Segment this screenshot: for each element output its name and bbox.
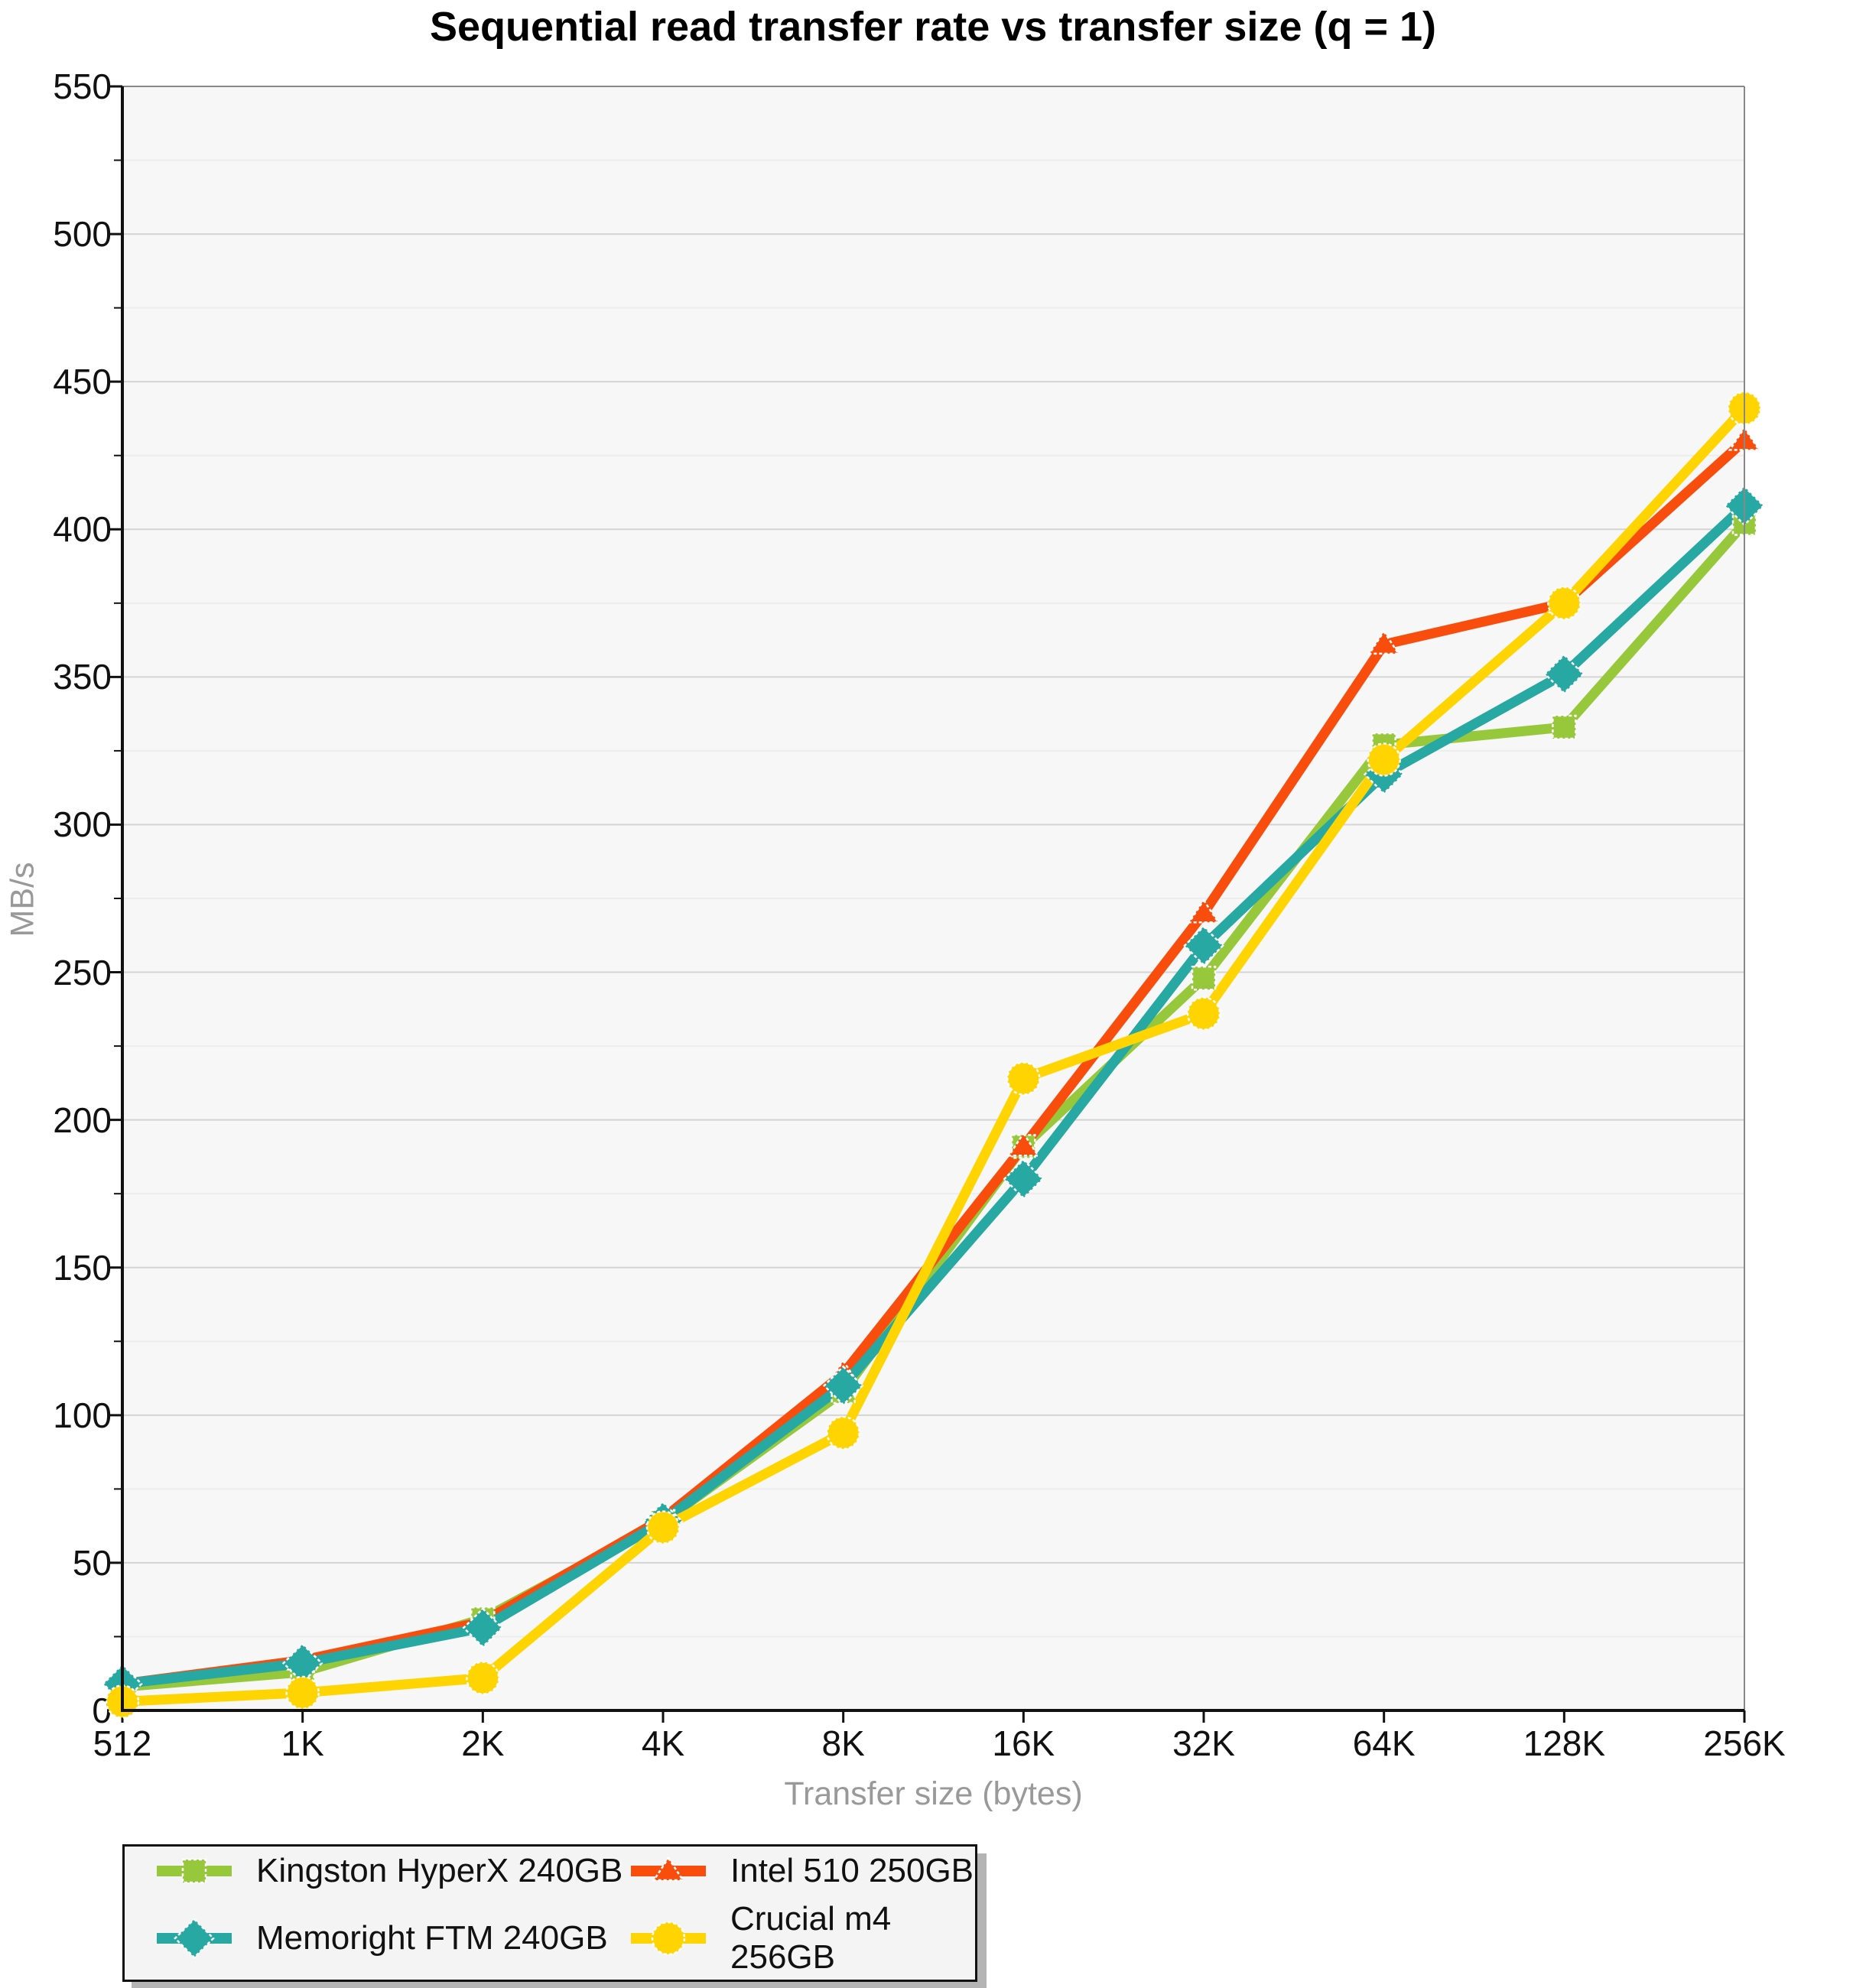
chart-title: Sequential read transfer rate vs transfe… <box>429 4 1436 50</box>
series-line <box>117 403 1750 1707</box>
legend-label: Kingston HyperX 240GB <box>256 1852 623 1889</box>
y-tick-label: 500 <box>53 214 112 255</box>
y-tick-label: 100 <box>53 1395 112 1435</box>
legend-marker-shape <box>651 1921 686 1956</box>
series-marker <box>1186 996 1221 1031</box>
series-marker <box>285 1675 320 1710</box>
series-marker <box>1547 586 1582 621</box>
series-marker <box>1006 1061 1041 1096</box>
series-marker <box>1367 742 1401 777</box>
x-tick-label: 64K <box>1352 1723 1416 1763</box>
series-marker <box>645 1510 681 1545</box>
series-marker <box>1183 925 1224 966</box>
series-marker <box>1191 966 1217 991</box>
legend-marker-triangle-icon <box>631 1856 706 1882</box>
x-axis-label: Transfer size (bytes) <box>784 1775 1083 1812</box>
y-tick-labels: 0 50 100 150 200 250 300 350 400 450 500 550 <box>0 67 112 1730</box>
legend-marker-diamond-icon <box>157 1918 232 1959</box>
x-tick-label: 1K <box>281 1723 324 1763</box>
x-tick-labels: 512 1K 2K 4K 8K 16K 32K 64K 128K 256K <box>93 1722 1786 1768</box>
y-tick-label: 350 <box>53 657 112 697</box>
y-tick-label: 300 <box>53 804 112 845</box>
x-tick-label: 4K <box>641 1723 685 1763</box>
y-tick-label: 250 <box>53 952 112 992</box>
series-marker <box>1552 714 1577 740</box>
legend-item: Kingston HyperX 240GB <box>152 1850 626 1892</box>
legend-item: Intel 510 250GB <box>626 1850 975 1892</box>
y-tick-label: 200 <box>53 1100 112 1140</box>
legend-item: Crucial m4 256GB <box>626 1900 975 1977</box>
legend-marker-shape <box>174 1918 215 1959</box>
series-marker <box>826 1415 860 1450</box>
legend-item: Memoright FTM 240GB <box>152 1917 626 1960</box>
y-tick-label: 400 <box>53 509 112 550</box>
series-marker <box>1187 898 1221 924</box>
x-tick-label: 512 <box>93 1723 152 1763</box>
y-tick-label: 450 <box>53 362 112 402</box>
x-tick-label: 32K <box>1172 1723 1235 1763</box>
x-tick-label: 128K <box>1523 1723 1606 1763</box>
legend-marker-shape <box>652 1856 685 1882</box>
legend: Kingston HyperX 240GB Intel 510 250GB Me… <box>122 1844 977 1982</box>
legend-marker-square-icon <box>157 1858 232 1884</box>
y-tick-label: 50 <box>72 1542 112 1583</box>
series-marker <box>1003 1158 1045 1200</box>
legend-marker-shape <box>181 1858 207 1884</box>
x-tick-label: 256K <box>1703 1723 1786 1763</box>
legend-label: Crucial m4 256GB <box>730 1900 892 1976</box>
plot-area <box>102 85 1765 1723</box>
series-line <box>117 500 1750 1689</box>
legend-label: Intel 510 250GB <box>730 1852 974 1889</box>
legend-marker-circle-icon <box>631 1921 706 1956</box>
x-tick-label: 2K <box>461 1723 505 1763</box>
y-tick-label: 550 <box>53 67 112 106</box>
legend-label: Memoright FTM 240GB <box>256 1919 608 1957</box>
series-marker <box>466 1661 500 1695</box>
series-line <box>117 518 1750 1692</box>
x-tick-label: 8K <box>821 1723 865 1763</box>
y-tick-label: 150 <box>53 1247 112 1288</box>
x-tick-label: 16K <box>992 1723 1055 1763</box>
series-marker <box>1007 1132 1040 1157</box>
series-line <box>117 435 1750 1689</box>
series-marker <box>1367 629 1400 655</box>
